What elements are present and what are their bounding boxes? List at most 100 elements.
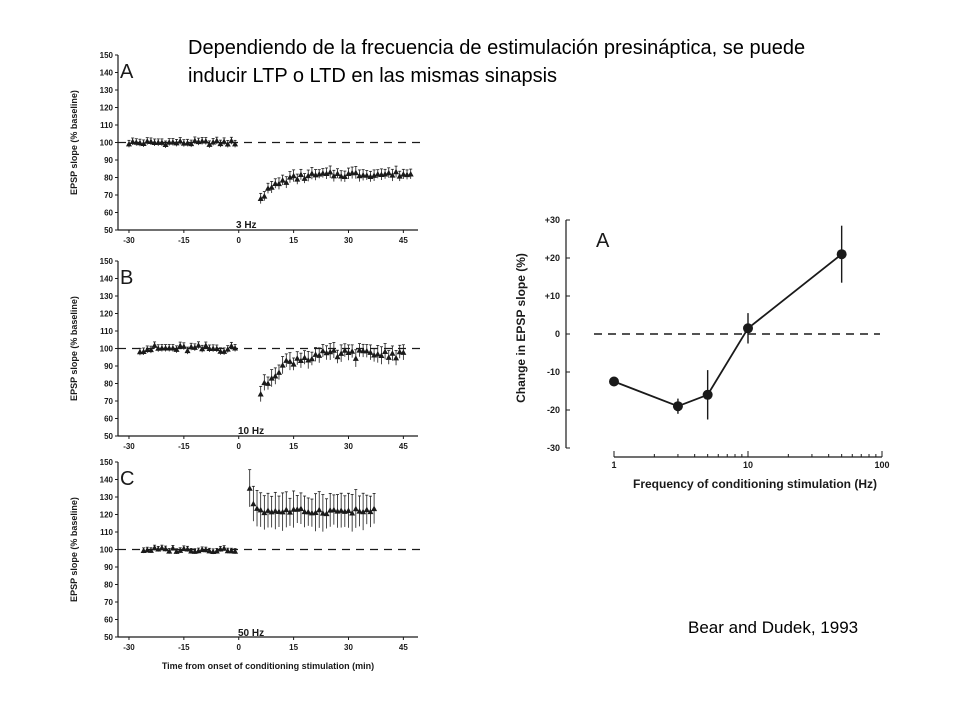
y-tick-label: 130 xyxy=(100,493,114,502)
data-point xyxy=(334,353,341,360)
data-point xyxy=(268,184,275,190)
y-axis-label: EPSP slope (% baseline) xyxy=(69,497,79,602)
data-point xyxy=(349,510,356,516)
data-point xyxy=(224,140,231,147)
data-point xyxy=(389,172,396,178)
data-point xyxy=(323,510,330,517)
data-point xyxy=(125,140,132,147)
panel-letter: B xyxy=(120,267,133,289)
data-point xyxy=(213,548,220,554)
y-tick-label: 70 xyxy=(104,191,113,200)
data-point xyxy=(356,347,363,353)
heading-line-2: inducir LTP o LTD en las mismas sinapsis xyxy=(188,65,558,87)
data-point xyxy=(301,508,308,515)
data-point xyxy=(702,389,713,400)
data-point xyxy=(400,171,407,177)
data-point xyxy=(396,348,403,355)
data-point xyxy=(184,347,191,354)
y-tick-label: 120 xyxy=(100,511,114,520)
data-point xyxy=(191,137,198,143)
data-point xyxy=(213,345,220,352)
data-point xyxy=(140,348,147,354)
data-point xyxy=(257,195,264,201)
x-axis-label: Time from onset of conditioning stimulat… xyxy=(162,661,374,671)
data-point xyxy=(330,506,337,513)
x-tick-label: 100 xyxy=(874,460,889,470)
data-point xyxy=(144,138,151,144)
y-tick-label: 50 xyxy=(104,226,113,235)
data-point xyxy=(184,139,191,146)
data-point xyxy=(286,509,293,515)
y-tick-label: +30 xyxy=(545,215,560,225)
data-point xyxy=(221,138,228,144)
data-point xyxy=(836,249,847,260)
data-point xyxy=(672,401,683,412)
data-point xyxy=(609,376,619,387)
data-point xyxy=(283,506,290,513)
data-point xyxy=(371,505,378,512)
data-point xyxy=(224,346,231,352)
data-point xyxy=(286,358,293,364)
data-point xyxy=(144,546,151,553)
data-point xyxy=(360,347,367,354)
panel-letter: A xyxy=(120,61,134,83)
data-point xyxy=(330,347,337,353)
x-tick-label: -15 xyxy=(178,442,190,451)
y-tick-label: 120 xyxy=(100,310,114,319)
y-tick-label: -10 xyxy=(547,367,560,377)
frequency-response-panel: +30 +20 +10 0 -10 -20 -30 1 10 100 Frequency of co… xyxy=(514,215,890,491)
panel-letter: A xyxy=(596,230,610,252)
data-point xyxy=(210,345,217,351)
data-point xyxy=(312,509,319,515)
data-point xyxy=(382,348,389,354)
data-point xyxy=(396,173,403,179)
data-point xyxy=(180,545,187,551)
data-point xyxy=(319,347,326,354)
data-point xyxy=(327,348,334,355)
data-point xyxy=(147,547,154,553)
heading-line-1: Dependiendo de la frecuencia de estimula… xyxy=(188,37,806,59)
y-tick-label: 90 xyxy=(104,563,113,572)
data-point xyxy=(360,172,367,178)
x-tick-label: -30 xyxy=(123,236,135,245)
data-point xyxy=(217,140,224,147)
x-tick-label: 0 xyxy=(237,643,242,652)
data-point xyxy=(294,355,301,361)
y-tick-label: 60 xyxy=(104,616,113,625)
y-tick-label: 120 xyxy=(100,104,114,113)
data-point xyxy=(169,139,176,145)
data-point xyxy=(301,175,308,181)
data-point xyxy=(228,137,235,144)
data-point xyxy=(283,179,290,185)
y-tick-label: 50 xyxy=(104,633,113,642)
data-point xyxy=(169,345,176,351)
x-tick-label: 30 xyxy=(344,643,353,652)
data-point xyxy=(363,347,370,354)
x-tick-label: 30 xyxy=(344,442,353,451)
data-point xyxy=(341,347,348,353)
y-axis-label: Change in EPSP slope (%) xyxy=(514,253,528,403)
y-tick-label: 60 xyxy=(104,209,113,218)
data-point xyxy=(257,506,264,513)
y-tick-label: 150 xyxy=(100,51,114,60)
condition-label: 3 Hz xyxy=(236,220,257,231)
data-point xyxy=(319,170,326,176)
data-point xyxy=(279,508,286,515)
data-point xyxy=(166,548,173,554)
y-tick-label: 110 xyxy=(100,327,113,336)
data-point xyxy=(177,342,184,349)
data-point xyxy=(316,352,323,358)
data-point xyxy=(352,505,359,512)
data-point xyxy=(228,342,235,349)
data-point xyxy=(393,354,400,361)
data-point xyxy=(268,375,275,381)
slide-heading: Dependiendo de la frecuencia de estimula… xyxy=(188,34,928,90)
data-point xyxy=(338,507,345,513)
data-point xyxy=(283,357,290,363)
data-point xyxy=(319,510,326,516)
y-tick-label: 110 xyxy=(100,528,113,537)
data-point xyxy=(232,140,239,147)
data-point xyxy=(250,500,257,507)
data-point xyxy=(169,545,176,551)
